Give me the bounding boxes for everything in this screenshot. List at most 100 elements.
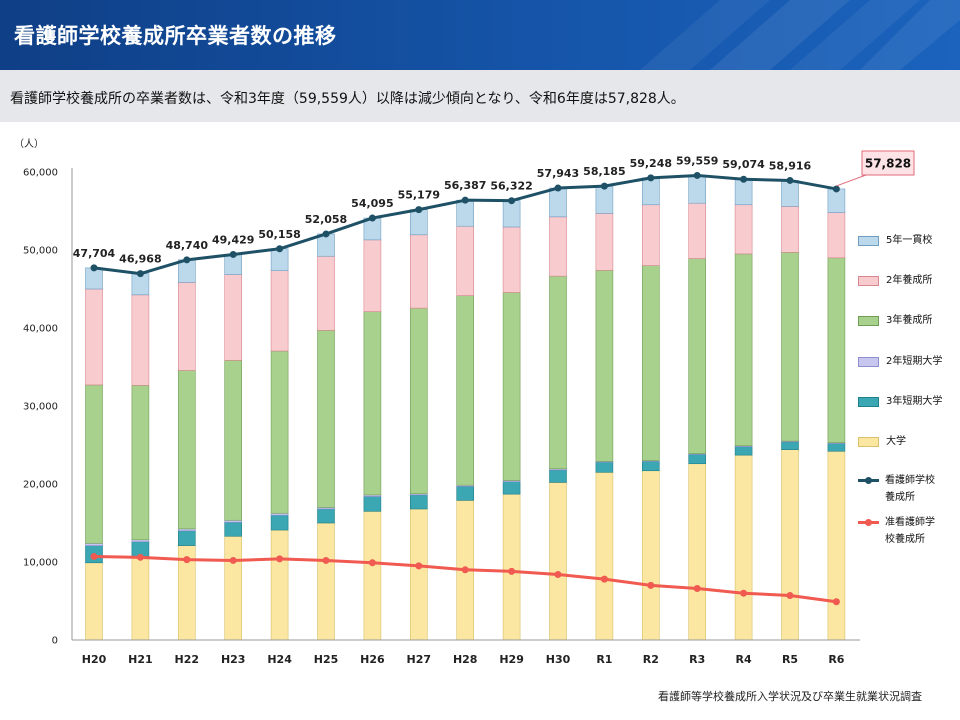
bar-segment bbox=[456, 295, 475, 486]
bar-segment bbox=[734, 454, 753, 641]
y-tick-label: 30,000 bbox=[23, 402, 58, 413]
series-point bbox=[183, 256, 191, 264]
bar-segment bbox=[456, 199, 475, 227]
data-label: 59,074 bbox=[722, 158, 765, 171]
data-label: 56,387 bbox=[444, 179, 486, 192]
bar-segment bbox=[641, 470, 660, 641]
bar-segment bbox=[502, 493, 521, 641]
bar-segment bbox=[502, 292, 521, 481]
bar-segment bbox=[781, 449, 799, 641]
bar-segment bbox=[549, 275, 567, 470]
data-label: 54,095 bbox=[351, 197, 393, 210]
data-label: 46,968 bbox=[119, 253, 161, 266]
bar-segment bbox=[224, 360, 242, 521]
data-label: 58,185 bbox=[583, 165, 625, 178]
bar-segment bbox=[317, 330, 335, 508]
series-point bbox=[322, 556, 330, 564]
page-title: 看護師学校養成所卒業者数の推移 bbox=[14, 24, 337, 48]
x-tick-label: H30 bbox=[546, 653, 571, 666]
y-tick-label: 0 bbox=[52, 636, 58, 647]
bar-segment bbox=[827, 188, 846, 213]
legend-item: 3年養成所 bbox=[858, 312, 932, 329]
bar-segment bbox=[131, 385, 150, 541]
bar-segment bbox=[641, 265, 660, 461]
series-point bbox=[183, 556, 191, 564]
bar-segment bbox=[317, 522, 335, 641]
legend-swatch bbox=[858, 357, 879, 367]
y-tick-label: 20,000 bbox=[23, 480, 58, 491]
x-tick-label: H25 bbox=[314, 653, 339, 666]
bar-segment bbox=[734, 204, 753, 255]
legend-item: 看護師学校 養成所 bbox=[858, 472, 935, 506]
bar-segment bbox=[85, 542, 103, 546]
bar-segment bbox=[178, 282, 196, 371]
data-label: 58,916 bbox=[769, 159, 812, 172]
bar-segment bbox=[363, 510, 382, 641]
series-point bbox=[832, 598, 840, 606]
bar-segment bbox=[270, 514, 289, 531]
bar-segment bbox=[641, 177, 660, 206]
series-point bbox=[693, 585, 701, 593]
bar-segment bbox=[270, 270, 289, 352]
series-point bbox=[554, 184, 562, 192]
bar-segment bbox=[781, 180, 799, 207]
bar-segment bbox=[595, 185, 614, 214]
legend-label: 看護師学校 養成所 bbox=[885, 475, 935, 503]
bar-segment bbox=[270, 350, 289, 514]
data-label: 55,179 bbox=[398, 189, 440, 202]
bar-segment bbox=[409, 307, 428, 495]
bar-segment bbox=[456, 225, 475, 296]
series-point bbox=[461, 566, 469, 574]
bar-segment bbox=[734, 178, 753, 206]
bar-segment bbox=[502, 481, 521, 495]
x-tick-label: R5 bbox=[782, 653, 798, 666]
bar-segment bbox=[781, 206, 799, 253]
legend-item: 2年養成所 bbox=[858, 272, 932, 289]
x-tick-label: H29 bbox=[499, 653, 524, 666]
bar-segment bbox=[131, 556, 150, 641]
legend-item: 2年短期大学 bbox=[858, 353, 942, 370]
legend-label: 3年短期大学 bbox=[886, 396, 943, 407]
series-point bbox=[90, 553, 98, 561]
series-point bbox=[600, 182, 608, 190]
x-tick-label: H28 bbox=[453, 653, 478, 666]
series-point bbox=[786, 592, 794, 600]
series-point bbox=[647, 581, 655, 589]
y-tick-label: 50,000 bbox=[23, 246, 58, 257]
x-tick-label: R4 bbox=[736, 653, 752, 666]
data-label: 50,158 bbox=[258, 228, 300, 241]
series-point bbox=[136, 270, 144, 278]
y-unit-label: （人） bbox=[14, 138, 44, 150]
bar-segment bbox=[734, 253, 753, 447]
bar-segment bbox=[178, 530, 196, 546]
bar-segment bbox=[827, 212, 846, 259]
x-tick-label: H24 bbox=[267, 653, 292, 666]
bar-segment bbox=[688, 454, 707, 465]
bar-segment bbox=[502, 200, 521, 228]
bar-segment bbox=[270, 529, 289, 641]
bar-segment bbox=[409, 209, 428, 236]
x-tick-label: H26 bbox=[360, 653, 385, 666]
x-tick-label: H27 bbox=[407, 653, 432, 666]
legend-item: 准看護師学 校養成所 bbox=[858, 514, 935, 548]
callout-label: 57,828 bbox=[865, 157, 911, 171]
bar-segment bbox=[595, 461, 614, 473]
callout-pointer bbox=[836, 174, 872, 187]
bar-segment bbox=[363, 239, 382, 312]
bar-segment bbox=[688, 463, 707, 641]
series-point bbox=[461, 196, 469, 204]
legend-label: 2年短期大学 bbox=[886, 356, 943, 367]
bar-segment bbox=[549, 482, 567, 641]
bar-segment bbox=[85, 384, 103, 544]
y-tick-label: 60,000 bbox=[23, 168, 58, 179]
bar-segment bbox=[409, 494, 428, 510]
x-tick-label: R2 bbox=[643, 653, 659, 666]
bar-segment bbox=[595, 213, 614, 271]
bar-segment bbox=[734, 446, 753, 456]
legend-swatch bbox=[858, 437, 879, 447]
data-label: 49,429 bbox=[212, 233, 254, 246]
legend-label: 5年一貫校 bbox=[886, 235, 933, 246]
bar-segment bbox=[409, 508, 428, 641]
legend-label: 3年養成所 bbox=[886, 315, 933, 326]
bar-segment bbox=[641, 461, 660, 472]
